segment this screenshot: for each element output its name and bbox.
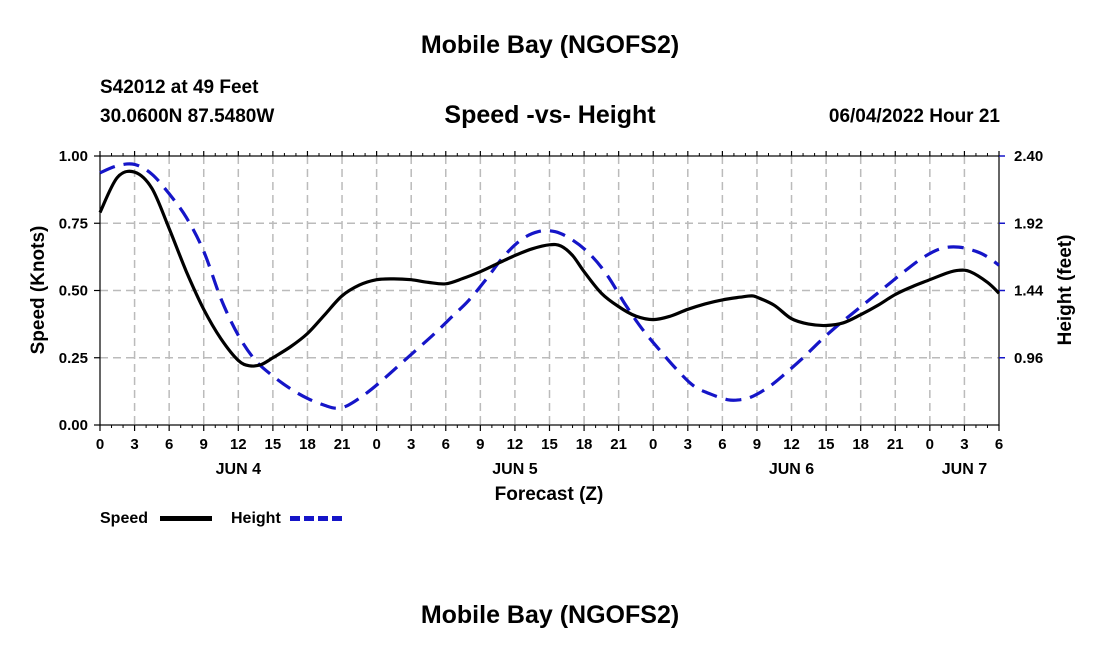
y-tick-label: 0.00 [59, 417, 88, 434]
chart-subtitle: Speed -vs- Height [444, 101, 656, 129]
x-tick-label: 21 [887, 436, 904, 453]
y-tick-label: 1.00 [59, 148, 88, 165]
chart-title: Mobile Bay (NGOFS2) [420, 31, 680, 59]
x-tick-label: 15 [541, 436, 558, 453]
x-tick-label: 3 [684, 436, 692, 453]
legend-speed-label: Speed [100, 510, 149, 527]
x-tick-label: 21 [610, 436, 627, 453]
x-tick-label: 12 [230, 436, 247, 453]
x-tick-label: 0 [96, 436, 104, 453]
x-tick-label: 9 [476, 436, 484, 453]
height-series-line [99, 162, 1000, 410]
x-tick-label: 18 [576, 436, 593, 453]
x-axis-title: Forecast (Z) [495, 484, 604, 505]
x-tick-label: 0 [372, 436, 380, 453]
x-axis: 0 3 6 9 12 15 18 21 0 3 6 9 12 15 18 21 0 3 6 9 12 15 18 21 0 3 6J… [96, 151, 1003, 478]
x-tick-label: 3 [960, 436, 968, 453]
y-tick-label: 0.75 [59, 215, 88, 232]
series-lines [98, 162, 1001, 410]
x-tick-label: 0 [649, 436, 657, 453]
legend-speed-swatch [160, 516, 212, 521]
x-tick-label: 9 [200, 436, 208, 453]
date-label: JUN 4 [216, 461, 261, 478]
legend-height-swatch [290, 516, 342, 521]
y-tick-label: 0.25 [59, 350, 88, 367]
x-tick-label: 21 [334, 436, 351, 453]
x-tick-label: 18 [299, 436, 316, 453]
legend-height-label: Height [231, 510, 281, 527]
date-label: JUN 6 [769, 461, 814, 478]
footer-title: Mobile Bay (NGOFS2) [420, 601, 680, 629]
left-axis: 0.00 0.25 0.50 0.75 1.00 [59, 148, 100, 434]
speed-series-line [98, 169, 1001, 368]
grid-lines [100, 156, 999, 425]
x-tick-label: 0 [926, 436, 934, 453]
x-tick-label: 6 [718, 436, 726, 453]
x-tick-label: 6 [995, 436, 1003, 453]
y-axis-title: Speed (Knots) [28, 226, 49, 355]
x-tick-label: 15 [818, 436, 835, 453]
x-tick-label: 6 [165, 436, 173, 453]
x-tick-label: 18 [852, 436, 869, 453]
date-label: JUN 7 [942, 461, 987, 478]
x-tick-label: 3 [130, 436, 138, 453]
station-label: S42012 at 49 Feet [100, 77, 259, 98]
run-time-label: 06/04/2022 Hour 21 [828, 106, 1000, 127]
x-tick-label: 12 [783, 436, 800, 453]
y2-tick-label: 1.44 [1014, 283, 1044, 300]
y2-tick-label: 0.96 [1014, 350, 1043, 367]
x-tick-label: 3 [407, 436, 415, 453]
y-tick-label: 0.50 [59, 283, 88, 300]
y2-tick-label: 2.40 [1014, 148, 1043, 165]
date-label: JUN 5 [492, 461, 537, 478]
y2-axis-title: Height (feet) [1055, 235, 1076, 346]
x-tick-label: 6 [442, 436, 450, 453]
right-axis: 0.96 1.44 1.92 2.40 [999, 148, 1044, 367]
x-tick-label: 12 [507, 436, 524, 453]
y2-tick-label: 1.92 [1014, 215, 1043, 232]
x-tick-label: 15 [265, 436, 282, 453]
coordinates-label: 30.0600N 87.5480W [100, 106, 275, 127]
x-tick-label: 9 [753, 436, 761, 453]
